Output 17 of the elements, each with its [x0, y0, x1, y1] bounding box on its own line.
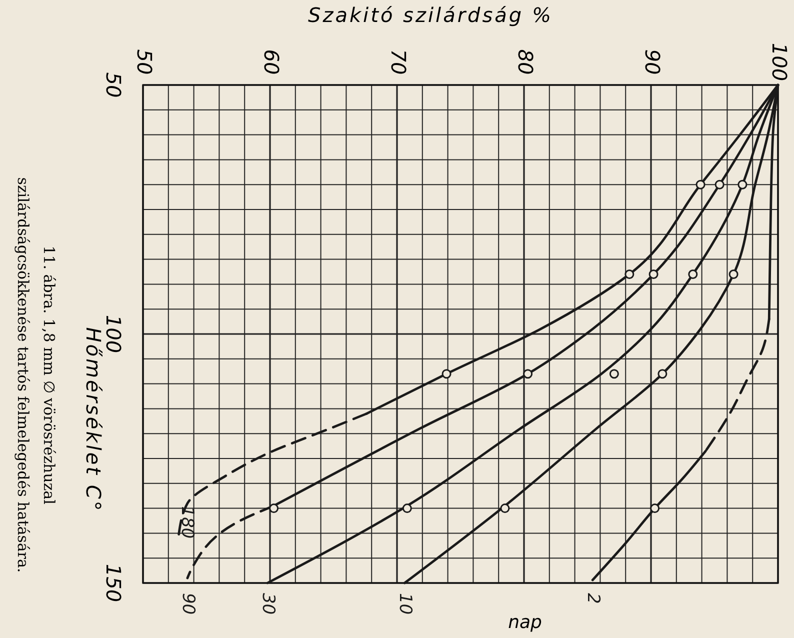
x-tick-label: 90 — [640, 49, 665, 75]
text: 11. ábra. 1,8 mm ∅ vörösrézhuzal — [40, 246, 58, 505]
x-tick-label: 70 — [386, 49, 411, 75]
x-tick-label: 80 — [514, 49, 538, 75]
y-tick-label: 50 — [102, 72, 126, 98]
x-tick-label: 60 — [260, 49, 284, 75]
text: szilárdságcsökkenése tartós felmelegedés hatására. — [14, 177, 32, 573]
x-axis-title: Szakitó szilárdság % — [308, 3, 553, 27]
x-tick-label: 100 — [768, 42, 792, 82]
text: 30 — [258, 593, 278, 615]
text: 10 — [394, 593, 415, 615]
text: 90 — [178, 593, 198, 615]
text: 180 — [176, 506, 197, 539]
text: 2 — [582, 593, 603, 604]
text: nap — [508, 612, 542, 633]
x-tick-label: 50 — [132, 49, 157, 75]
y-tick-label: 150 — [102, 564, 126, 602]
